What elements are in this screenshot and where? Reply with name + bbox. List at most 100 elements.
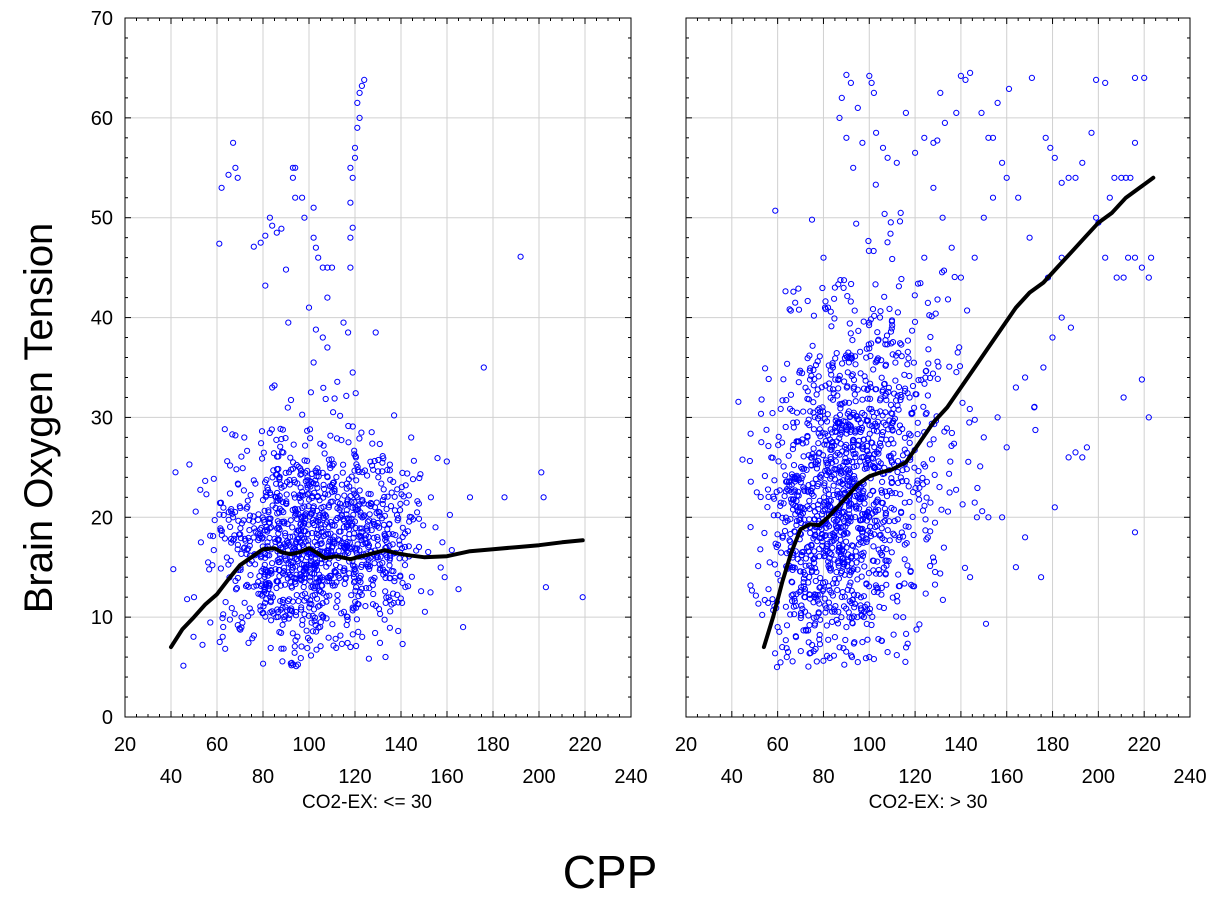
data-point	[399, 524, 406, 531]
data-point	[278, 225, 285, 232]
data-point	[405, 583, 412, 590]
data-point	[877, 395, 884, 402]
data-point	[802, 571, 809, 579]
data-point	[789, 579, 796, 586]
data-point	[833, 569, 840, 576]
data-point	[834, 516, 841, 523]
data-point	[847, 423, 855, 430]
data-point	[358, 563, 365, 571]
data-point	[923, 536, 930, 543]
data-point	[347, 264, 354, 271]
data-point	[806, 367, 813, 374]
data-point	[896, 218, 904, 225]
data-point	[376, 567, 383, 574]
data-point	[386, 562, 393, 569]
data-point	[994, 414, 1001, 421]
data-point	[778, 549, 785, 556]
data-point	[999, 159, 1006, 166]
data-point	[1106, 194, 1113, 201]
data-point	[314, 526, 321, 533]
data-point	[289, 164, 296, 171]
data-point	[824, 411, 831, 418]
data-point	[832, 428, 839, 435]
data-point	[822, 430, 829, 437]
data-point	[889, 427, 896, 434]
data-point	[956, 363, 964, 370]
data-point	[893, 613, 900, 620]
data-point	[953, 109, 960, 117]
data-point	[854, 576, 861, 583]
data-point	[977, 463, 984, 470]
data-point	[927, 374, 934, 382]
data-point	[392, 532, 399, 539]
data-point	[306, 637, 313, 644]
data-point	[852, 454, 859, 461]
data-point	[819, 542, 826, 550]
data-point	[334, 592, 341, 599]
data-point	[782, 514, 790, 521]
data-point	[268, 524, 275, 531]
data-point	[298, 604, 305, 611]
data-point	[815, 480, 822, 488]
data-point	[850, 591, 858, 598]
data-point	[765, 599, 772, 607]
data-point	[266, 214, 273, 221]
data-point	[288, 574, 295, 581]
x-tick-label: 180	[1036, 734, 1069, 756]
data-point	[303, 627, 310, 634]
x-axis-label: CPP	[563, 846, 658, 898]
data-point	[834, 558, 841, 565]
data-point	[334, 598, 341, 605]
y-tick-label: 30	[91, 407, 113, 429]
data-point	[887, 452, 894, 459]
data-point	[398, 484, 405, 491]
data-point	[376, 440, 383, 448]
data-point	[869, 487, 876, 494]
data-point	[304, 645, 311, 652]
data-point	[306, 600, 313, 607]
data-point	[815, 373, 822, 380]
data-point	[804, 488, 812, 495]
data-point	[404, 528, 411, 535]
data-point	[349, 174, 356, 181]
data-point	[792, 299, 799, 306]
data-point	[919, 507, 927, 514]
data-point	[854, 566, 861, 573]
data-point	[747, 524, 754, 531]
data-point	[827, 561, 834, 568]
data-point	[396, 537, 403, 544]
data-point	[289, 630, 296, 637]
data-point	[843, 648, 850, 655]
data-point	[238, 550, 245, 558]
data-point	[903, 630, 910, 638]
data-point	[971, 254, 978, 261]
data-point	[384, 526, 391, 533]
data-point	[267, 597, 274, 604]
data-point	[399, 579, 406, 587]
data-point	[805, 627, 812, 634]
data-point	[309, 516, 317, 523]
data-point	[782, 637, 789, 644]
data-point	[402, 584, 409, 591]
data-point	[805, 482, 812, 489]
data-point	[216, 511, 223, 518]
data-point	[841, 661, 848, 668]
data-point	[291, 643, 298, 650]
data-point	[835, 544, 843, 551]
data-point	[395, 627, 402, 635]
data-point	[297, 538, 304, 546]
x-tick-label: 240	[1173, 766, 1206, 788]
data-point	[837, 405, 844, 412]
data-point	[1042, 134, 1049, 141]
data-point	[300, 583, 307, 591]
data-point	[304, 477, 311, 484]
data-point	[867, 395, 874, 402]
data-point	[800, 453, 807, 460]
data-point	[877, 531, 884, 538]
data-point	[265, 509, 272, 516]
data-point	[889, 351, 896, 358]
data-point	[913, 626, 920, 633]
data-point	[787, 391, 795, 398]
data-point	[298, 470, 305, 477]
data-point	[240, 517, 247, 524]
